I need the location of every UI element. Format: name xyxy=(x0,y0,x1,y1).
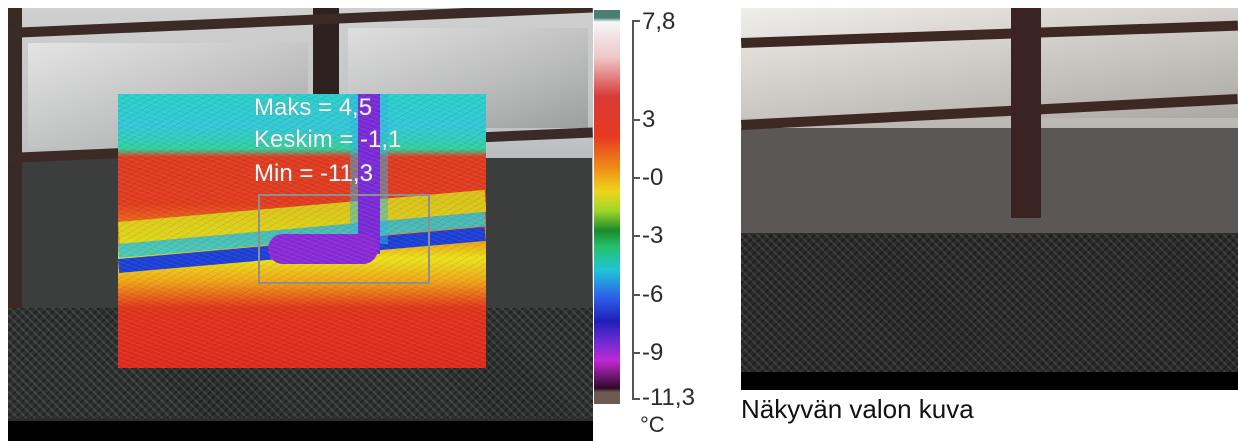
scale-tick xyxy=(632,20,640,22)
scale-label: 3 xyxy=(642,106,656,133)
scale-tick xyxy=(632,398,640,400)
scale-tick xyxy=(632,294,640,296)
scale-label: -0 xyxy=(642,164,664,191)
thermal-corner-cold-spot xyxy=(268,234,378,264)
image-bottom-border xyxy=(741,372,1238,390)
measurement-area-box[interactable] xyxy=(258,194,430,284)
scale-tick xyxy=(632,119,640,121)
image-bottom-border xyxy=(8,421,593,441)
scale-label: -9 xyxy=(642,339,664,366)
visible-light-image xyxy=(741,8,1238,390)
door-frame-post xyxy=(1011,8,1041,218)
scale-label-min: -11,3 xyxy=(642,384,695,411)
scale-label: -6 xyxy=(642,281,664,308)
scale-tick xyxy=(632,177,640,179)
scale-label-max: 7,8 xyxy=(642,8,676,35)
lower-wall-panel xyxy=(741,128,1238,238)
stat-max: Maks = 4,5 xyxy=(254,94,373,121)
temperature-color-scale xyxy=(594,10,620,404)
scale-tick xyxy=(632,235,640,237)
scale-label: -3 xyxy=(642,222,664,249)
thermal-vertical-purple xyxy=(358,94,380,254)
thermal-noise-texture xyxy=(118,94,486,368)
visible-image-caption: Näkyvän valon kuva xyxy=(741,394,974,424)
scale-axis-line xyxy=(632,20,634,400)
stat-min: Min = -11,3 xyxy=(254,160,373,187)
floor-mat xyxy=(741,233,1238,373)
thermal-overlay xyxy=(118,94,486,368)
scale-tick xyxy=(632,352,640,354)
scale-unit-label: °C xyxy=(640,412,665,437)
stat-average: Keskim = -1,1 xyxy=(254,126,402,153)
thermal-image: Maks = 4,5 Keskim = -1,1 Min = -11,3 xyxy=(8,8,593,441)
